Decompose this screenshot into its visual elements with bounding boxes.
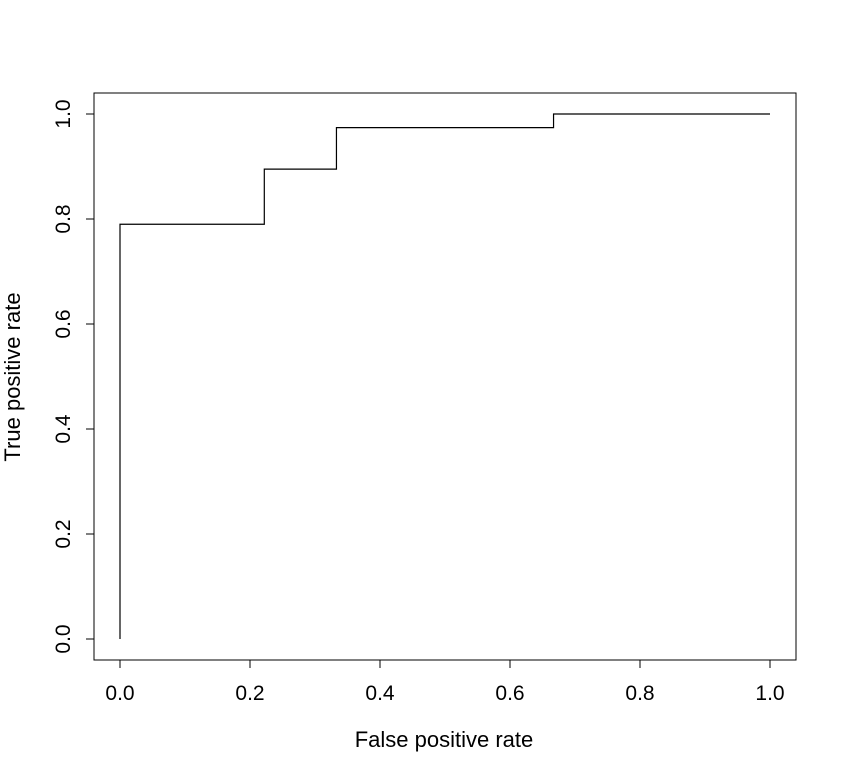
x-tick-label: 1.0	[755, 682, 784, 705]
y-tick-label: 0.6	[52, 309, 75, 338]
x-tick-label: 0.2	[235, 682, 264, 705]
y-tick-label: 0.8	[52, 204, 75, 233]
x-tick-label: 0.0	[105, 682, 134, 705]
x-axis-title: False positive rate	[355, 727, 534, 752]
y-axis: 0.0 0.2 0.4 0.6 0.8 1.0	[52, 99, 95, 654]
roc-curve-line	[119, 113, 770, 639]
x-tick-label: 0.8	[625, 682, 654, 705]
y-axis-title: True positive rate	[0, 292, 25, 461]
x-tick-label: 0.4	[365, 682, 395, 705]
y-tick-label: 1.0	[52, 99, 75, 128]
x-axis: 0.0 0.2 0.4 0.6 0.8 1.0	[105, 659, 785, 705]
y-tick-label: 0.0	[52, 624, 75, 653]
plot-frame	[93, 92, 797, 661]
y-tick-label: 0.2	[52, 519, 75, 548]
y-tick-label: 0.4	[52, 414, 75, 444]
x-tick-label: 0.6	[495, 682, 524, 705]
